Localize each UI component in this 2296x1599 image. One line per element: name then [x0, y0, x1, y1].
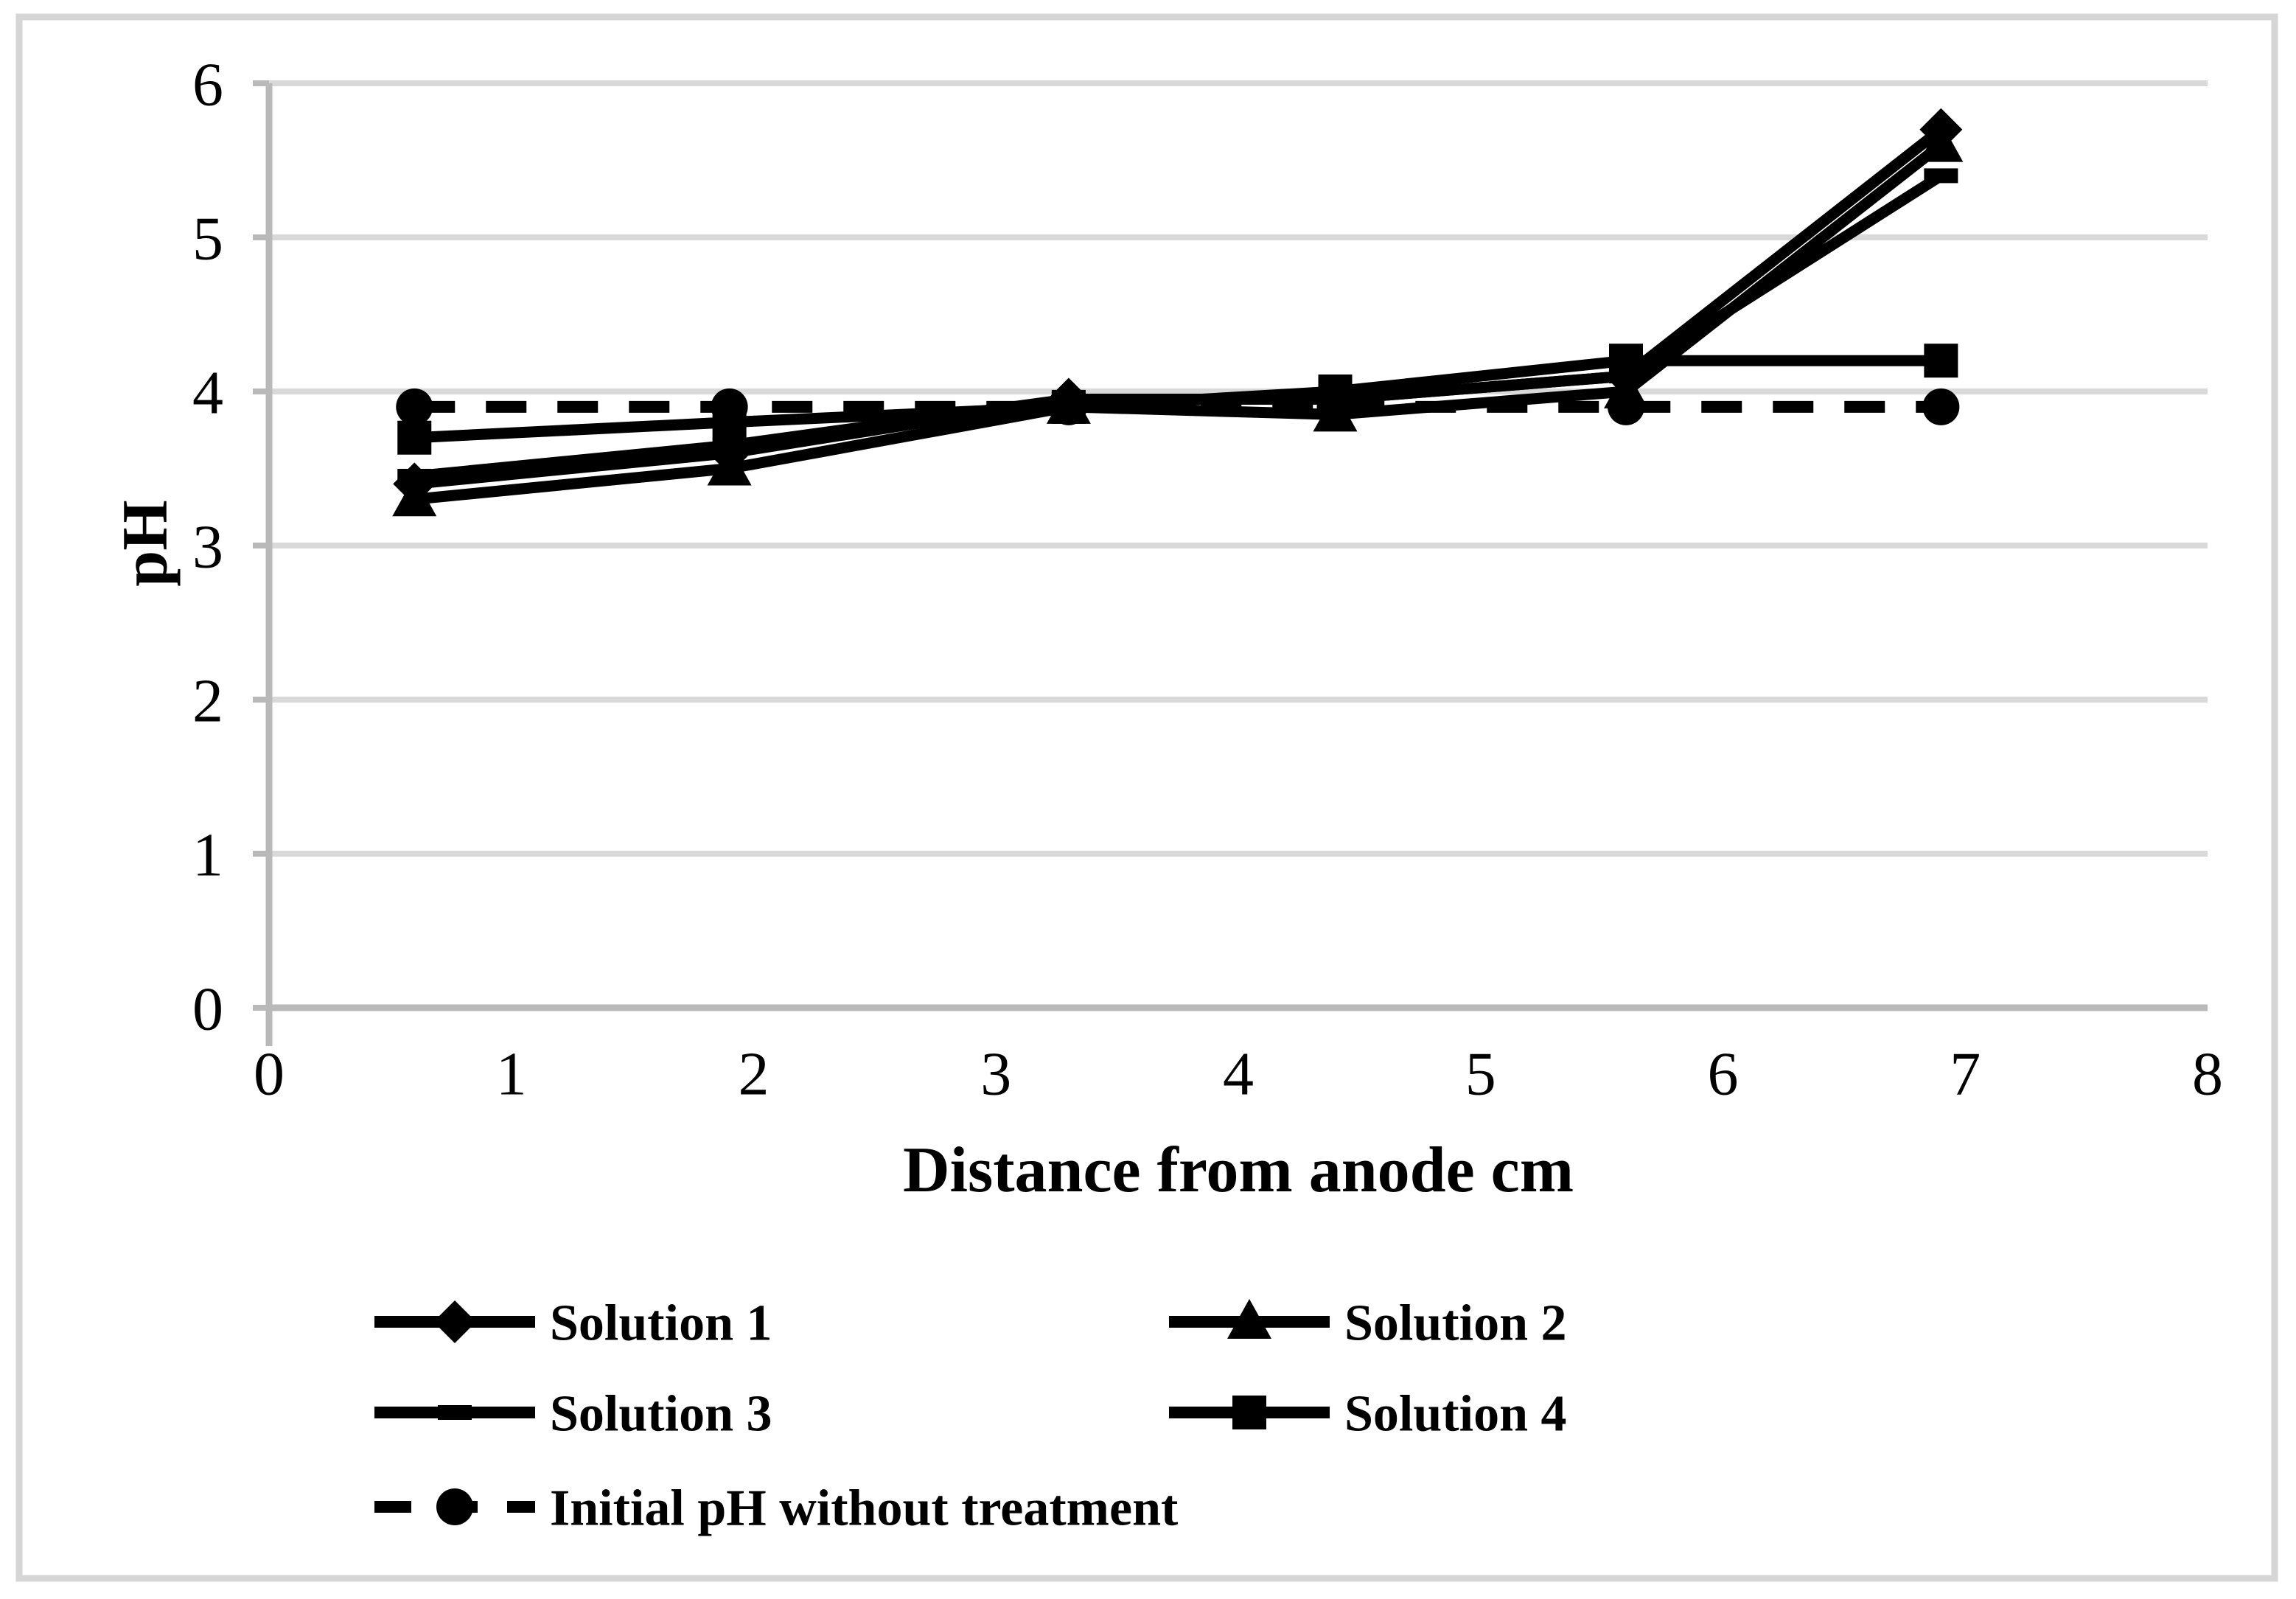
y-tick-label-4: 4	[192, 358, 223, 427]
x-tick-label-8: 8	[2192, 1039, 2223, 1108]
series-solution-4-square-marker	[712, 405, 747, 439]
series-initial-ph-without-treatment-circle-marker	[396, 388, 433, 425]
y-tick-label-2: 2	[192, 666, 223, 735]
legend-item-initial-ph-without-treatment-circle-marker	[436, 1488, 473, 1525]
legend-item-initial-ph-without-treatment: Initial pH without treatment	[374, 1480, 1178, 1537]
series-solution-4-square-marker	[397, 420, 432, 455]
series-solution-3-dash-marker	[712, 438, 747, 453]
x-tick-label-1: 1	[496, 1039, 527, 1108]
series-solution-4-square-marker	[1924, 344, 1958, 378]
series-solution-4-line	[414, 355, 1941, 444]
legend-item-solution-3-dash-marker	[438, 1405, 472, 1420]
series-solution-3	[397, 168, 1958, 484]
x-tick-label-4: 4	[1223, 1039, 1254, 1108]
legend-item-solution-3: Solution 3	[374, 1386, 772, 1443]
series-solution-2-triangle-marker	[1313, 391, 1358, 432]
y-tick-label-5: 5	[192, 204, 223, 273]
figure-border	[15, 13, 2278, 1582]
legend-item-solution-2-triangle-marker	[1227, 1299, 1271, 1339]
y-axis-title: pH	[110, 500, 181, 586]
series-solution-4-square-marker	[1051, 389, 1086, 424]
legend-item-solution-2-label: Solution 2	[1344, 1295, 1567, 1352]
x-tick-label-6: 6	[1708, 1039, 1739, 1108]
gridlines	[269, 80, 2208, 857]
series-solution-4-square-marker	[1609, 344, 1643, 378]
series-plot	[392, 108, 1964, 517]
legend-item-solution-4-label: Solution 4	[1344, 1386, 1567, 1443]
series-solution-2-triangle-marker	[392, 476, 437, 517]
x-tick-label-2: 2	[739, 1039, 770, 1108]
axes	[253, 80, 2208, 1046]
legend-item-solution-1-label: Solution 1	[550, 1295, 772, 1352]
y-tick-label-6: 6	[192, 50, 223, 119]
y-tick-label-1: 1	[192, 821, 223, 889]
y-tick-label-3: 3	[192, 512, 223, 581]
series-initial-ph-without-treatment-circle-marker	[1922, 388, 1960, 425]
x-tick-label-5: 5	[1465, 1039, 1496, 1108]
y-tick-label-0: 0	[192, 975, 223, 1043]
x-axis-title: Distance from anode cm	[903, 1135, 1574, 1206]
series-solution-2-line	[414, 140, 1944, 505]
legend-item-solution-2: Solution 2	[1169, 1295, 1567, 1352]
x-tick-label-0: 0	[254, 1039, 285, 1108]
x-tick-label-7: 7	[1950, 1039, 1981, 1108]
tick-labels: 0 1 2 3 4 5 6 0 1 2 3 4 5 6 7 8	[192, 50, 2223, 1108]
legend-item-solution-1: Solution 1	[374, 1295, 772, 1352]
series-solution-2-triangle-marker	[1604, 369, 1648, 408]
legend-item-initial-ph-without-treatment-label: Initial pH without treatment	[550, 1480, 1178, 1537]
series-solution-2-triangle-marker	[707, 445, 752, 486]
series-solution-4	[397, 344, 1958, 455]
series-solution-3-dash-marker	[1924, 168, 1958, 184]
series-solution-4-square-marker	[1318, 375, 1353, 408]
legend-item-solution-3-label: Solution 3	[550, 1386, 772, 1443]
series-solution-2-triangle-marker	[1919, 122, 1964, 162]
series-solution-3-dash-marker	[397, 468, 432, 484]
legend-item-solution-4-square-marker	[1232, 1396, 1266, 1429]
legend-item-solution-1-diamond-marker	[433, 1300, 476, 1343]
legend: Solution 1 Solution 2 Solution 3 Solution 4…	[374, 1295, 1567, 1537]
x-tick-label-3: 3	[980, 1039, 1011, 1108]
legend-item-solution-4: Solution 4	[1169, 1386, 1567, 1443]
